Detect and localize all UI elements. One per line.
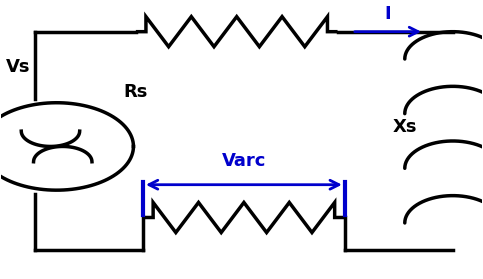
Text: Rs: Rs <box>124 83 148 101</box>
Text: Xs: Xs <box>393 118 417 136</box>
Text: Varc: Varc <box>222 152 266 170</box>
Text: I: I <box>384 6 391 23</box>
Text: Vs: Vs <box>6 58 31 76</box>
